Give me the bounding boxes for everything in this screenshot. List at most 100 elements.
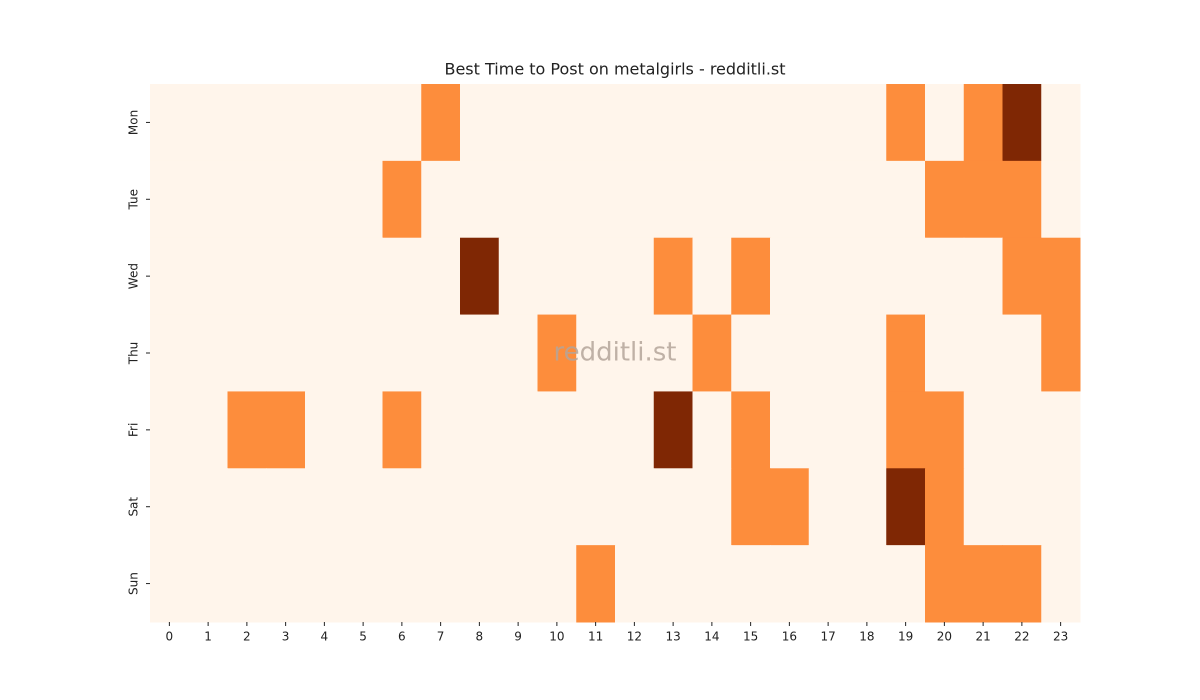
heatmap-cell — [150, 314, 190, 392]
heatmap-cell — [653, 468, 693, 546]
heatmap-cell — [1041, 545, 1081, 623]
heatmap-cell — [576, 237, 616, 316]
heatmap-cell — [343, 468, 383, 546]
heatmap-cell — [382, 160, 422, 239]
y-tick-label: Sat — [127, 497, 141, 517]
heatmap-cell — [537, 545, 577, 623]
heatmap-cell — [421, 160, 461, 239]
heatmap-cell — [731, 391, 771, 469]
heatmap-cell — [692, 160, 732, 239]
heatmap-cell — [770, 314, 810, 392]
heatmap-cell — [847, 314, 887, 392]
heatmap-cell — [963, 84, 1003, 162]
heatmap-cell — [886, 391, 926, 469]
axes: 0 1 2 3 4 5 6 7 8 9 10 11 12 13 14 15 16 17 18 19 20 21 22 23Mo… — [127, 110, 1069, 644]
heatmap-cell — [576, 545, 616, 623]
heatmap-cell — [150, 468, 190, 546]
x-tick-label: 23 — [1053, 630, 1068, 644]
heatmap-cell — [498, 84, 538, 162]
heatmap-cell — [382, 391, 422, 469]
heatmap-cell — [188, 391, 228, 469]
heatmap-cell — [847, 391, 887, 469]
heatmap-cell — [886, 160, 926, 239]
heatmap-cell — [460, 84, 500, 162]
heatmap-cell — [227, 160, 267, 239]
heatmap-cell — [886, 545, 926, 623]
heatmap-cell — [847, 237, 887, 316]
heatmap-cell — [421, 314, 461, 392]
heatmap-cell — [1002, 84, 1042, 162]
x-tick-label: 10 — [549, 630, 564, 644]
x-tick-label: 18 — [859, 630, 874, 644]
x-tick-label: 22 — [1014, 630, 1029, 644]
heatmap-cell — [963, 314, 1003, 392]
heatmap-cell — [227, 84, 267, 162]
heatmap-cell — [886, 468, 926, 546]
heatmap-cell — [925, 160, 965, 239]
heatmap-cell — [886, 84, 926, 162]
heatmap-cell — [305, 391, 345, 469]
heatmap-cell — [770, 160, 810, 239]
x-tick-label: 21 — [975, 630, 990, 644]
heatmap-cell — [460, 160, 500, 239]
heatmap-cell — [1002, 468, 1042, 546]
heatmap-cell — [615, 545, 655, 623]
heatmap-cell — [498, 237, 538, 316]
heatmap-cell — [343, 160, 383, 239]
heatmap-cell — [925, 314, 965, 392]
x-tick-label: 6 — [398, 630, 406, 644]
heatmap-cell — [188, 468, 228, 546]
heatmap-cell — [1041, 468, 1081, 546]
heatmap-cell — [305, 545, 345, 623]
heatmap-cell — [925, 391, 965, 469]
heatmap-cell — [382, 468, 422, 546]
heatmap-cell — [847, 84, 887, 162]
heatmap-cell — [576, 391, 616, 469]
heatmap-cell — [963, 468, 1003, 546]
heatmap-cell — [498, 160, 538, 239]
heatmap-cell — [460, 545, 500, 623]
heatmap-cell — [808, 160, 848, 239]
heatmap-cell — [770, 84, 810, 162]
heatmap-cell — [808, 237, 848, 316]
heatmap-cell — [576, 468, 616, 546]
heatmap-cell — [305, 84, 345, 162]
heatmap-cell — [150, 391, 190, 469]
heatmap-cell — [925, 237, 965, 316]
y-tick-label: Tue — [127, 189, 141, 211]
heatmap-cell — [963, 391, 1003, 469]
heatmap-cell — [1002, 237, 1042, 316]
heatmap-cell — [460, 468, 500, 546]
heatmap-cell — [266, 314, 306, 392]
heatmap-cell — [731, 237, 771, 316]
heatmap-cell — [1041, 84, 1081, 162]
heatmap-cell — [150, 237, 190, 316]
heatmap-cell — [847, 160, 887, 239]
heatmap-cell — [382, 84, 422, 162]
x-tick-label: 15 — [743, 630, 758, 644]
heatmap-cell — [150, 84, 190, 162]
heatmap-cell — [615, 468, 655, 546]
heatmap-cell — [188, 160, 228, 239]
heatmap-cell — [305, 237, 345, 316]
heatmap-cell — [343, 391, 383, 469]
heatmap-cell — [653, 160, 693, 239]
heatmap-cell — [653, 391, 693, 469]
heatmap-cell — [615, 160, 655, 239]
heatmap-cell — [266, 84, 306, 162]
heatmap-cell — [266, 160, 306, 239]
heatmap-cell — [692, 545, 732, 623]
heatmap-cell — [537, 391, 577, 469]
heatmap-cell — [731, 84, 771, 162]
heatmap-cell — [305, 160, 345, 239]
heatmap-cell — [343, 545, 383, 623]
heatmap-cell — [925, 84, 965, 162]
heatmap-cell — [188, 237, 228, 316]
y-tick-label: Fri — [127, 423, 141, 437]
heatmap-cell — [421, 391, 461, 469]
x-tick-label: 11 — [588, 630, 603, 644]
heatmap-cell — [808, 545, 848, 623]
heatmap-cell — [615, 391, 655, 469]
heatmap-cell — [498, 391, 538, 469]
